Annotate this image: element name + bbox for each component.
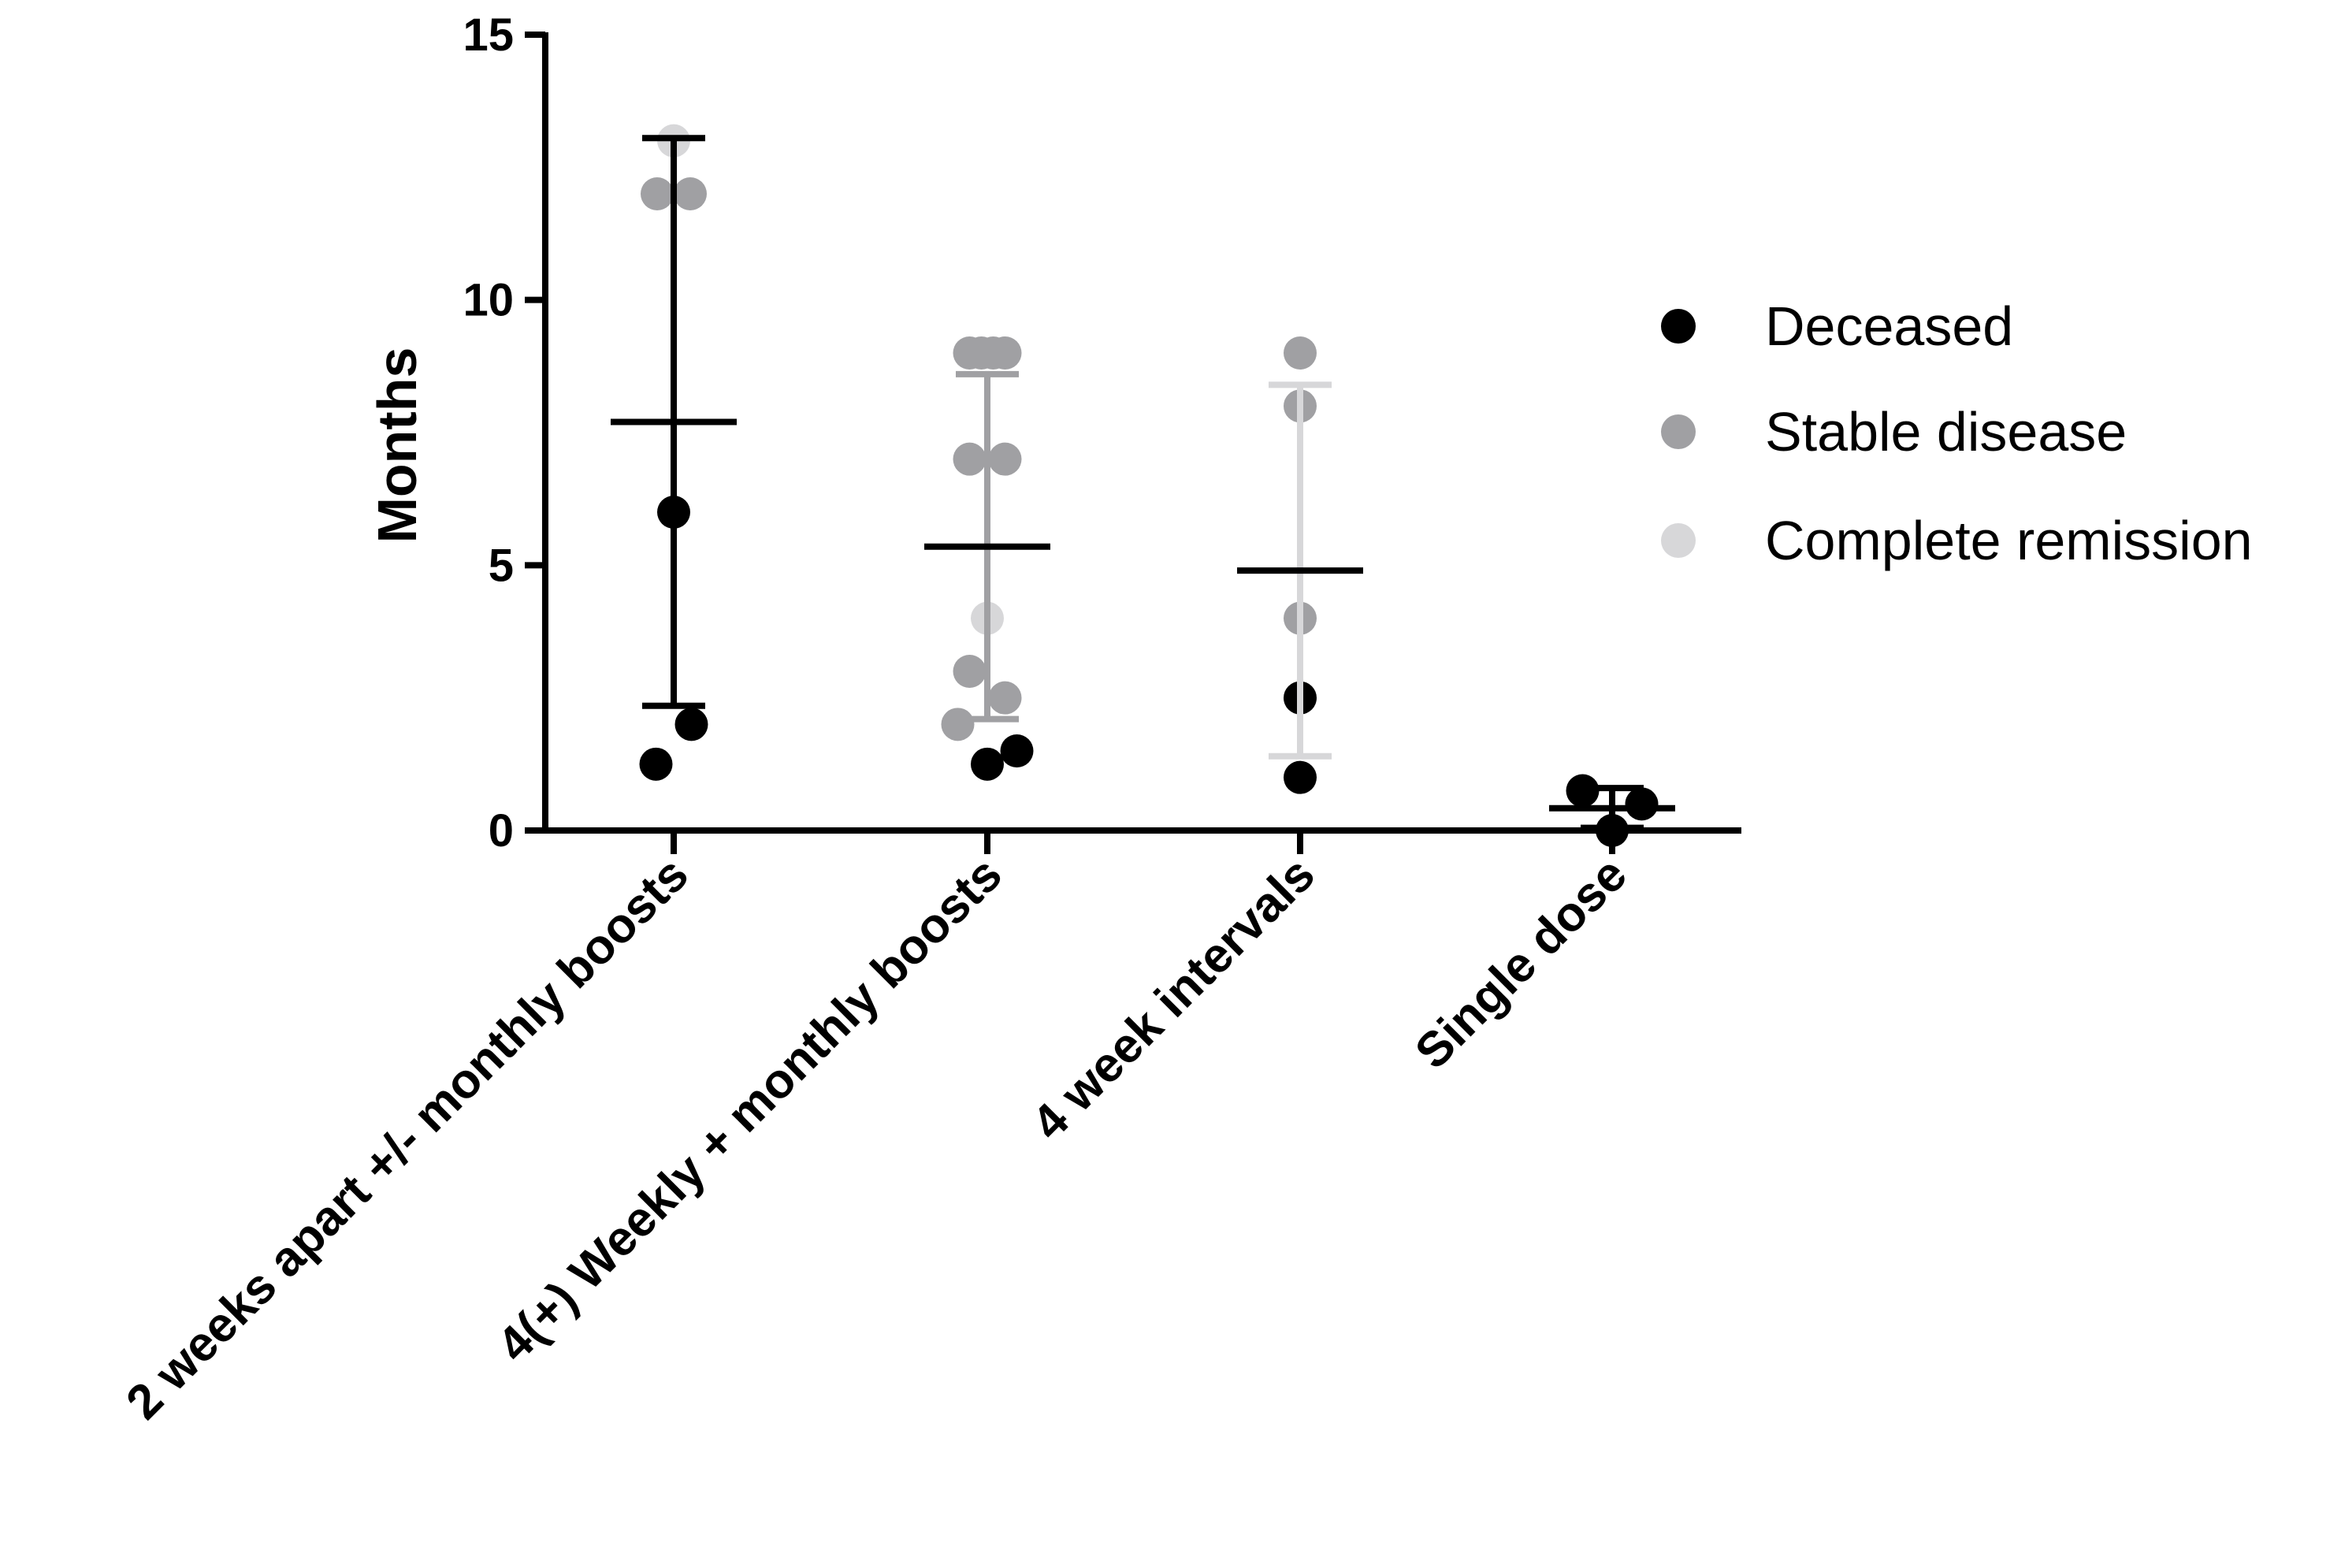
legend-item-complete-remission: Complete remission: [1661, 510, 2253, 571]
legend-marker-deceased: [1661, 309, 1696, 344]
group-2-weeks-apart-monthly-boosts: [611, 124, 737, 781]
legend-label-deceased: Deceased: [1765, 295, 2013, 357]
y-tick-label-5: 5: [489, 540, 514, 591]
point-deceased: [971, 747, 1004, 781]
x-tick-label-single-dose: Single dose: [1405, 847, 1637, 1079]
legend-label-stable-disease: Stable disease: [1765, 401, 2127, 463]
plot-marks: [611, 124, 1675, 847]
legend-item-stable-disease: Stable disease: [1661, 401, 2127, 463]
group-4-weekly-monthly-boosts: [924, 336, 1050, 781]
y-axis-title-group: Months: [366, 347, 428, 544]
point-stable-disease: [988, 442, 1022, 476]
point-stable-disease: [988, 336, 1022, 370]
point-deceased: [1625, 787, 1659, 821]
legend-label-complete-remission: Complete remission: [1765, 510, 2253, 571]
point-stable-disease: [641, 177, 674, 210]
point-deceased: [639, 747, 673, 781]
point-deceased: [1284, 760, 1317, 794]
point-deceased: [674, 708, 708, 741]
x-tick-label-2-weeks-apart-monthly-boosts: 2 weeks apart +/- monthly boosts: [116, 847, 698, 1429]
y-tick-label-0: 0: [489, 805, 514, 856]
point-stable-disease: [941, 708, 975, 741]
point-stable-disease: [674, 177, 707, 210]
group-4-week-intervals: [1237, 336, 1363, 794]
y-tick-label-15: 15: [463, 9, 514, 61]
legend-marker-complete-remission: [1661, 523, 1696, 558]
point-stable-disease: [988, 681, 1022, 715]
point-stable-disease: [953, 442, 987, 476]
legend-item-deceased: Deceased: [1661, 295, 2013, 357]
x-tick-label-4-week-intervals: 4 week intervals: [1022, 847, 1325, 1150]
group-single-dose: [1549, 774, 1675, 847]
x-tick-label-4-weekly-monthly-boosts: 4(+) Weekly + monthly boosts: [487, 847, 1013, 1373]
point-stable-disease: [1284, 336, 1317, 370]
axes: 0 5 10 15 2 weeks apart +/- monthly boosts4(…: [116, 9, 1741, 1430]
legend: Deceased Stable disease Complete remission: [1661, 295, 2253, 571]
point-deceased: [1000, 734, 1034, 767]
y-tick-label-10: 10: [463, 275, 514, 326]
y-axis-title: Months: [366, 347, 428, 544]
legend-marker-stable-disease: [1661, 414, 1696, 449]
point-stable-disease: [953, 655, 987, 688]
